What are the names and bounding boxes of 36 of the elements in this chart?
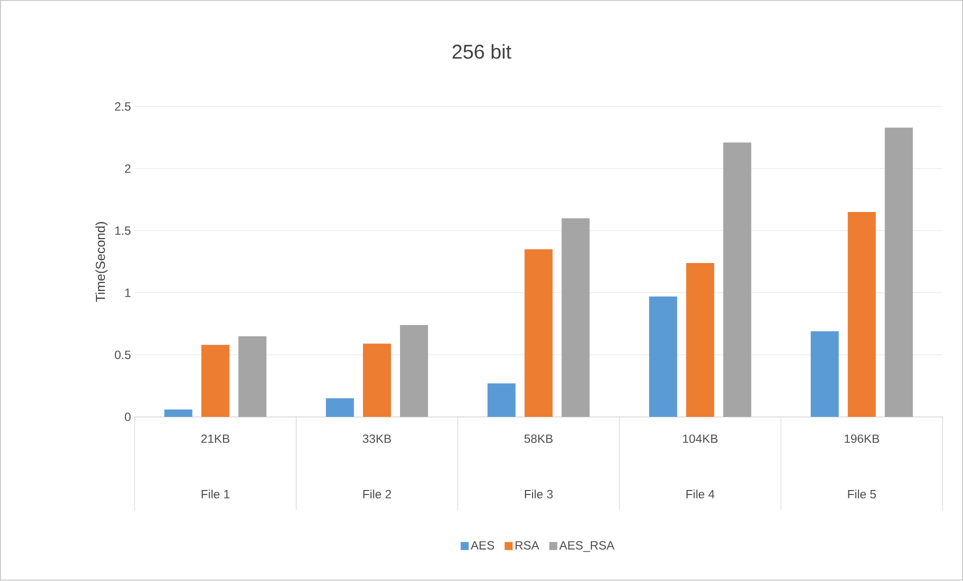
- x-tick-label: 21KB: [201, 434, 230, 444]
- y-tick-label: 2: [124, 164, 130, 174]
- x-tick-label: 196KB: [844, 434, 880, 444]
- legend-label: AES_RSA: [559, 541, 614, 552]
- text: File 5: [848, 490, 876, 499]
- bar: [884, 128, 913, 418]
- x-tick-label: 33KB: [362, 434, 391, 444]
- bar: [326, 398, 354, 418]
- text: File 4: [686, 490, 714, 499]
- bar: [723, 142, 752, 418]
- chart-title: 256 bit: [452, 44, 512, 60]
- bar: [201, 345, 230, 418]
- bar: [400, 325, 428, 418]
- y-tick-label: 0.5: [114, 350, 131, 360]
- bar: [164, 410, 192, 418]
- bar: [810, 331, 839, 418]
- bar: [562, 218, 590, 418]
- bar: [848, 212, 876, 418]
- bar: [488, 384, 516, 418]
- legend-label: AES: [470, 541, 494, 550]
- text: File 3: [524, 490, 553, 499]
- text: File 2: [363, 490, 391, 499]
- text: File 1: [202, 490, 230, 499]
- bar: [649, 296, 678, 418]
- bar: [686, 263, 714, 418]
- x-tick-label: 104KB: [683, 434, 718, 444]
- bar: [524, 250, 553, 418]
- legend-label: RSA: [516, 541, 540, 550]
- y-tick-label: 2.5: [115, 102, 131, 111]
- y-tick-label: 0: [124, 412, 131, 422]
- bar: [362, 344, 391, 418]
- y-tick-label: 1.5: [115, 226, 131, 236]
- bar: [238, 336, 266, 418]
- y-tick-label: 1: [125, 288, 130, 298]
- y-axis-title: Time(Second): [95, 222, 108, 302]
- x-tick-label: 58KB: [524, 434, 553, 444]
